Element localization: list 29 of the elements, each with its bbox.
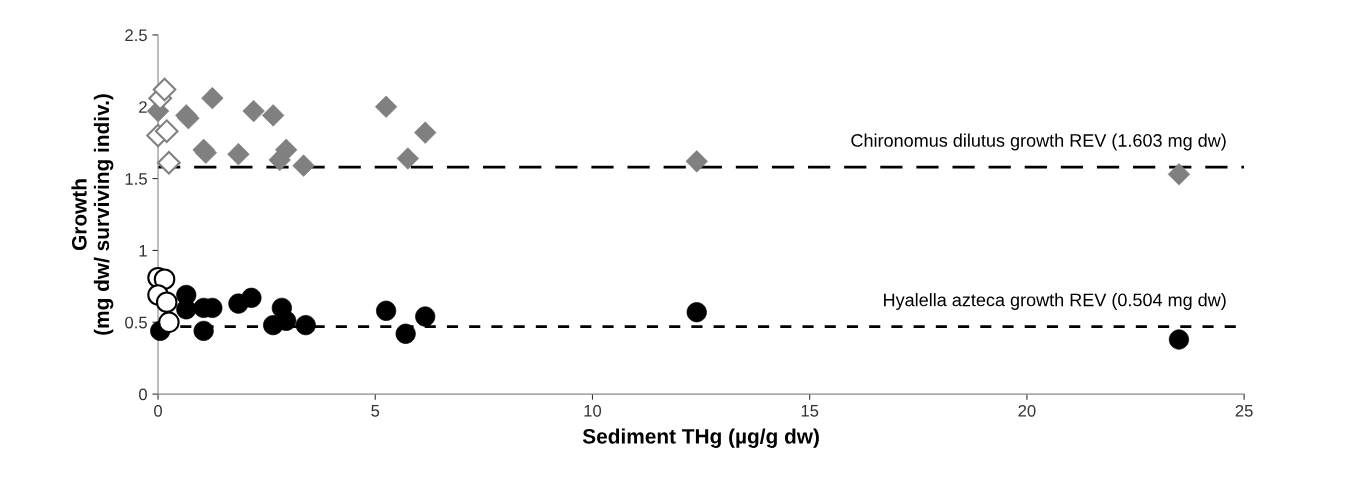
point bbox=[275, 138, 298, 162]
point bbox=[227, 143, 250, 166]
annotation: Hyalella azteca growth REV (0.504 mg dw) bbox=[884, 293, 1226, 310]
x-tick-label: 20 bbox=[1018, 404, 1036, 417]
point bbox=[376, 300, 397, 321]
x-tick-label: 0 bbox=[154, 404, 163, 417]
x-tick-label: 25 bbox=[1235, 404, 1253, 417]
x-tick-label: 10 bbox=[584, 404, 602, 417]
y-tick-label: 0.5 bbox=[125, 316, 147, 329]
y-tick-label: 2.5 bbox=[125, 29, 147, 42]
point bbox=[262, 104, 285, 127]
point bbox=[155, 291, 178, 313]
point bbox=[154, 119, 179, 144]
y-tick-label: 1.5 bbox=[125, 173, 147, 185]
y-tick-label: 1 bbox=[139, 245, 147, 257]
y-tick-label: 0 bbox=[139, 388, 147, 401]
point bbox=[292, 154, 315, 177]
point bbox=[157, 150, 181, 175]
x-tick-label: 5 bbox=[371, 405, 380, 417]
x-axis-title: Sediment THg (µg/g dw) bbox=[582, 428, 819, 448]
point bbox=[158, 311, 180, 334]
annotation: Chironomus dilutus growth REV (1.603 mg dw) bbox=[851, 133, 1226, 151]
point bbox=[374, 95, 398, 118]
point bbox=[152, 77, 177, 102]
y-tick-label: 2 bbox=[139, 101, 147, 113]
point bbox=[193, 320, 214, 341]
x-tick-label: 15 bbox=[801, 405, 819, 417]
y-axis-title: Growth (mg dw/ surviving indiv.) bbox=[71, 94, 114, 335]
point bbox=[276, 310, 297, 331]
